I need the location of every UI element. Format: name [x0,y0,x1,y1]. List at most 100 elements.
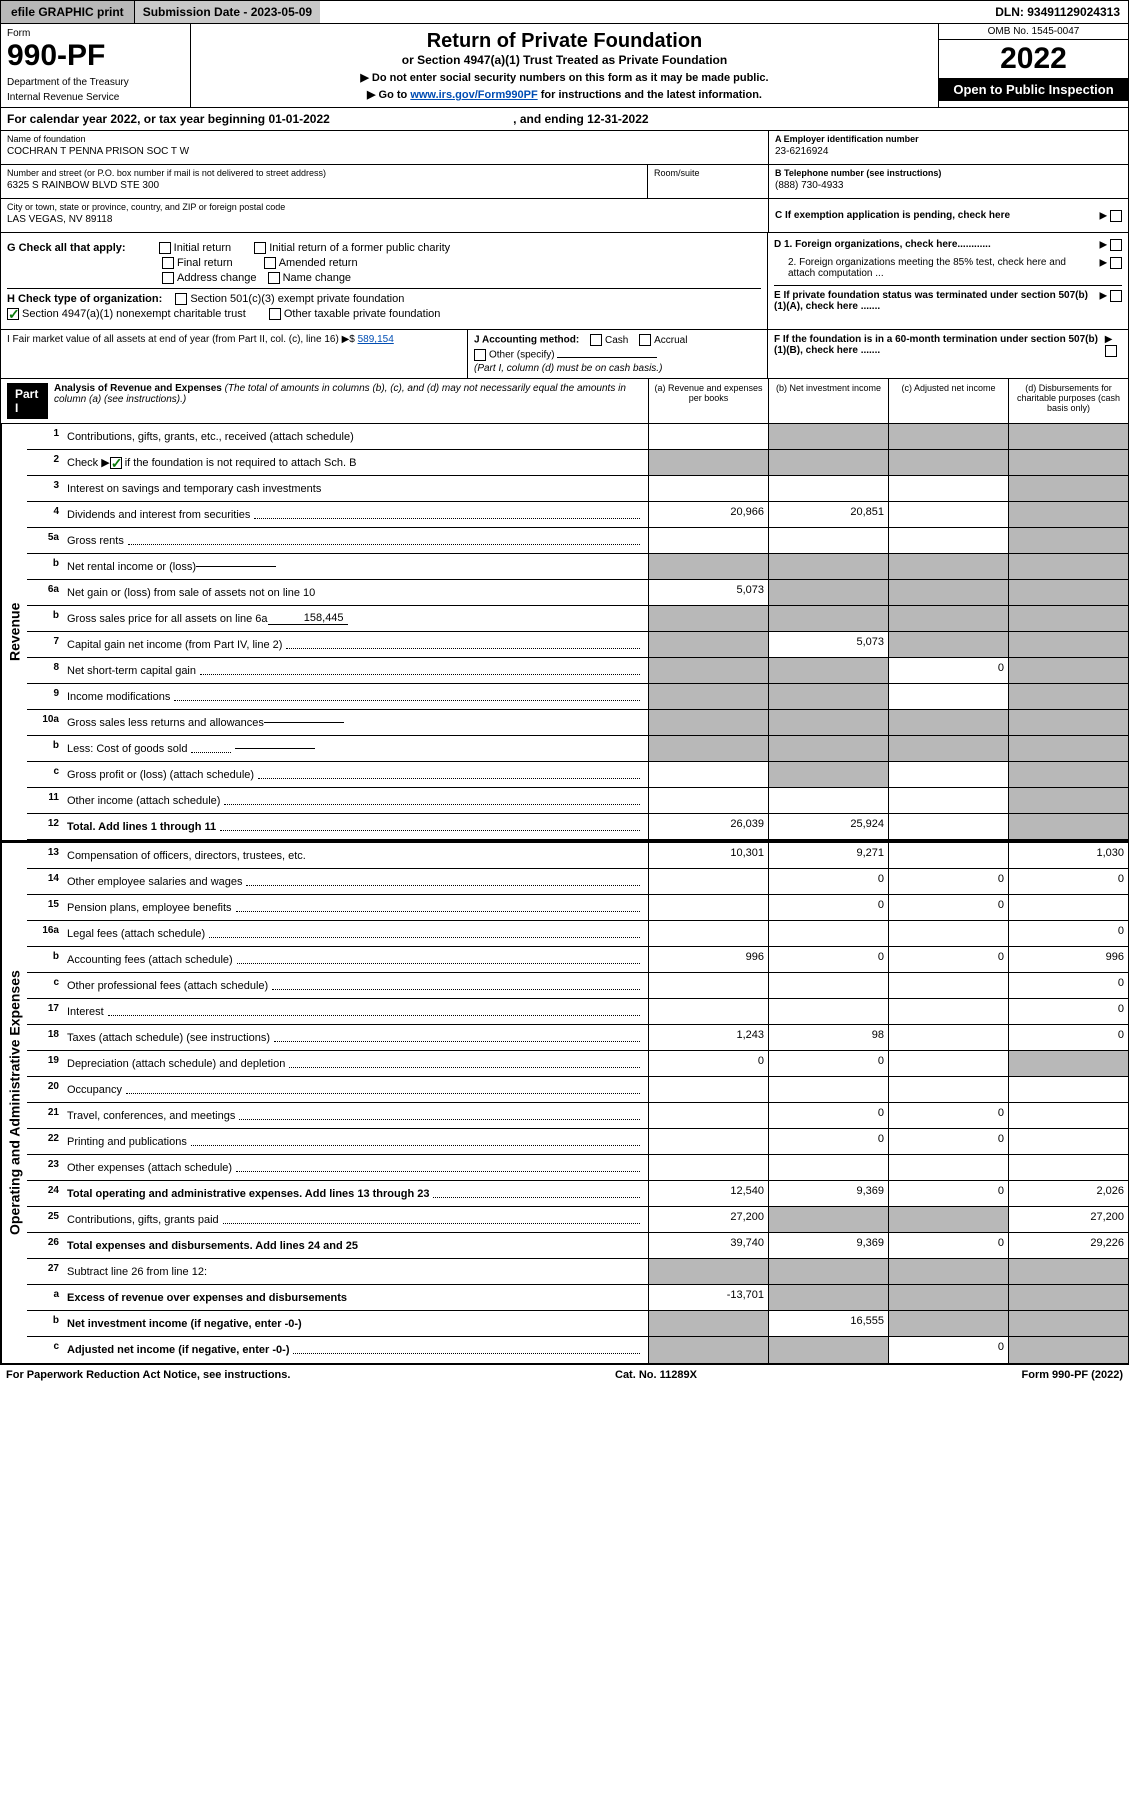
row-18: 18Taxes (attach schedule) (see instructi… [27,1025,1128,1051]
open-inspection: Open to Public Inspection [939,78,1128,101]
row-22: 22Printing and publications00 [27,1129,1128,1155]
checkbox-address-change[interactable] [162,272,174,284]
room-suite: Room/suite [648,165,768,198]
row-3: 3Interest on savings and temporary cash … [27,476,1128,502]
row-19: 19Depreciation (attach schedule) and dep… [27,1051,1128,1077]
header-right: OMB No. 1545-0047 2022 Open to Public In… [938,24,1128,107]
checkbox-accrual[interactable] [639,334,651,346]
row-10b: bLess: Cost of goods sold [27,736,1128,762]
section-g-d: G Check all that apply: Initial return I… [0,233,1129,330]
checkbox-cash[interactable] [590,334,602,346]
address-row: Number and street (or P.O. box number if… [1,165,768,199]
part1-badge: Part I [7,383,48,419]
fair-market-value: 589,154 [358,334,394,345]
row-20: 20Occupancy [27,1077,1128,1103]
row-4: 4Dividends and interest from securities2… [27,502,1128,528]
checkbox-501c3[interactable] [175,293,187,305]
page-footer: For Paperwork Reduction Act Notice, see … [0,1364,1129,1385]
checkbox-d2[interactable] [1110,257,1122,269]
col-d-head: (d) Disbursements for charitable purpose… [1008,379,1128,423]
row-6a: 6aNet gain or (loss) from sale of assets… [27,580,1128,606]
header-mid: Return of Private Foundation or Section … [191,24,938,107]
row-15: 15Pension plans, employee benefits00 [27,895,1128,921]
checkbox-initial-former[interactable] [254,242,266,254]
col-c-head: (c) Adjusted net income [888,379,1008,423]
row-5a: 5aGross rents [27,528,1128,554]
phone-cell: B Telephone number (see instructions) (8… [769,165,1128,199]
f-cell: F If the foundation is in a 60-month ter… [768,330,1128,378]
checkbox-sch-b[interactable] [110,457,122,469]
row-14: 14Other employee salaries and wages000 [27,869,1128,895]
checkbox-d1[interactable] [1110,239,1122,251]
checkbox-e[interactable] [1110,290,1122,302]
i-cell: I Fair market value of all assets at end… [1,330,468,378]
city-cell: City or town, state or province, country… [1,199,768,233]
row-11: 11Other income (attach schedule) [27,788,1128,814]
expenses-side-label: Operating and Administrative Expenses [1,843,27,1363]
row-1: 1Contributions, gifts, grants, etc., rec… [27,424,1128,450]
revenue-table: Revenue 1Contributions, gifts, grants, e… [0,424,1129,841]
row-9: 9Income modifications [27,684,1128,710]
row-27: 27Subtract line 26 from line 12: [27,1259,1128,1285]
footer-paperwork: For Paperwork Reduction Act Notice, see … [6,1369,290,1381]
row-2: 2Check ▶ if the foundation is not requir… [27,450,1128,476]
row-17: 17Interest0 [27,999,1128,1025]
h-row: H Check type of organization: Section 50… [7,288,761,305]
form-subtitle: or Section 4947(a)(1) Trust Treated as P… [197,53,932,67]
efile-print-button[interactable]: efile GRAPHIC print [1,1,135,23]
form-header: Form 990-PF Department of the Treasury I… [0,24,1129,108]
row-27b: bNet investment income (if negative, ent… [27,1311,1128,1337]
row-6b: bGross sales price for all assets on lin… [27,606,1128,632]
row-5b: bNet rental income or (loss) [27,554,1128,580]
g-row: G Check all that apply: Initial return I… [7,242,761,254]
row-12: 12Total. Add lines 1 through 1126,03925,… [27,814,1128,840]
row-16c: cOther professional fees (attach schedul… [27,973,1128,999]
header-left: Form 990-PF Department of the Treasury I… [1,24,191,107]
omb-number: OMB No. 1545-0047 [939,24,1128,40]
checkbox-other-taxable[interactable] [269,308,281,320]
j-cell: J Accounting method: Cash Accrual Other … [468,330,768,378]
row-25: 25Contributions, gifts, grants paid27,20… [27,1207,1128,1233]
row-10a: 10aGross sales less returns and allowanc… [27,710,1128,736]
row-16a: 16aLegal fees (attach schedule)0 [27,921,1128,947]
d1-row: D 1. Foreign organizations, check here..… [774,239,1122,251]
part1-header-row: Part I Analysis of Revenue and Expenses … [0,379,1129,424]
row-27c: cAdjusted net income (if negative, enter… [27,1337,1128,1363]
row-13: 13Compensation of officers, directors, t… [27,843,1128,869]
calendar-year-row: For calendar year 2022, or tax year begi… [0,108,1129,131]
section-i-j-f: I Fair market value of all assets at end… [0,330,1129,379]
row-27a: aExcess of revenue over expenses and dis… [27,1285,1128,1311]
dept-treasury: Department of the Treasury [7,77,184,88]
row-23: 23Other expenses (attach schedule) [27,1155,1128,1181]
checkbox-initial-return[interactable] [159,242,171,254]
col-b-head: (b) Net investment income [768,379,888,423]
checkbox-f[interactable] [1105,345,1117,357]
top-bar: efile GRAPHIC print Submission Date - 20… [0,0,1129,24]
row-21: 21Travel, conferences, and meetings00 [27,1103,1128,1129]
checkbox-amended[interactable] [264,257,276,269]
e-row: E If private foundation status was termi… [774,285,1122,312]
checkbox-name-change[interactable] [268,272,280,284]
footer-formno: Form 990-PF (2022) [1022,1369,1123,1381]
instructions-link[interactable]: www.irs.gov/Form990PF [410,89,537,101]
row-26: 26Total expenses and disbursements. Add … [27,1233,1128,1259]
form-title: Return of Private Foundation [197,30,932,53]
checkbox-4947a1[interactable] [7,308,19,320]
row-10c: cGross profit or (loss) (attach schedule… [27,762,1128,788]
dept-irs: Internal Revenue Service [7,92,184,103]
revenue-side-label: Revenue [1,424,27,840]
note-ssn: ▶ Do not enter social security numbers o… [197,71,932,84]
row-24: 24Total operating and administrative exp… [27,1181,1128,1207]
tax-year: 2022 [939,40,1128,78]
row-7: 7Capital gain net income (from Part IV, … [27,632,1128,658]
exemption-pending: C If exemption application is pending, c… [769,199,1128,233]
ein-cell: A Employer identification number 23-6216… [769,131,1128,165]
part1-title: Analysis of Revenue and Expenses (The to… [48,383,642,405]
row-16b: bAccounting fees (attach schedule)996009… [27,947,1128,973]
checkbox-other-method[interactable] [474,349,486,361]
row-8: 8Net short-term capital gain0 [27,658,1128,684]
checkbox-final-return[interactable] [162,257,174,269]
d2-row: 2. Foreign organizations meeting the 85%… [774,257,1122,279]
checkbox-c[interactable] [1110,210,1122,222]
footer-catno: Cat. No. 11289X [615,1369,697,1381]
